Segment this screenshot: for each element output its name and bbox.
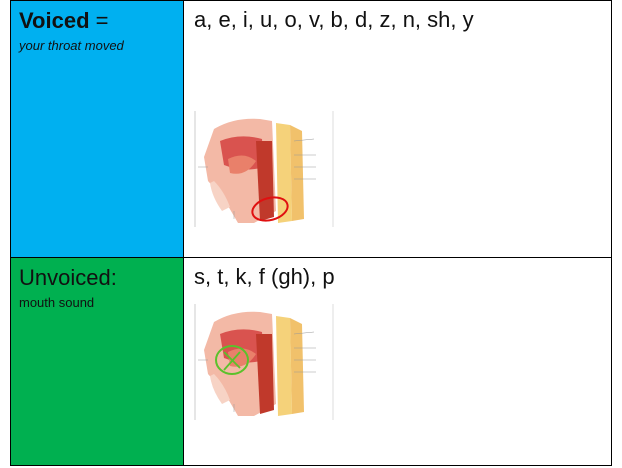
content: s, t, k, f (gh), p [194,264,335,289]
content-cell: a, e, i, u, o, v, b, d, z, n, sh, y [183,0,612,258]
note: mouth sound [19,295,95,310]
label-cell: Unvoiced: mouth sound [10,257,184,466]
row: Voiced = your throat moved a, e, i, u, o… [10,0,612,258]
content-cell: s, t, k, f (gh), p [183,257,612,466]
label-suffix: = [95,8,109,33]
label: Voiced [19,8,90,33]
voicing-table: Voiced = your throat moved a, e, i, u, o… [10,0,612,466]
throat-diagram [194,111,334,227]
mouth-diagram [194,304,334,420]
content: a, e, i, u, o, v, b, d, z, n, sh, y [194,7,474,32]
label: Unvoiced: [19,265,117,290]
note: your throat moved [19,38,124,53]
row: Unvoiced: mouth sound s, t, k, f (gh), p [10,257,612,466]
label-cell: Voiced = your throat moved [10,0,184,258]
